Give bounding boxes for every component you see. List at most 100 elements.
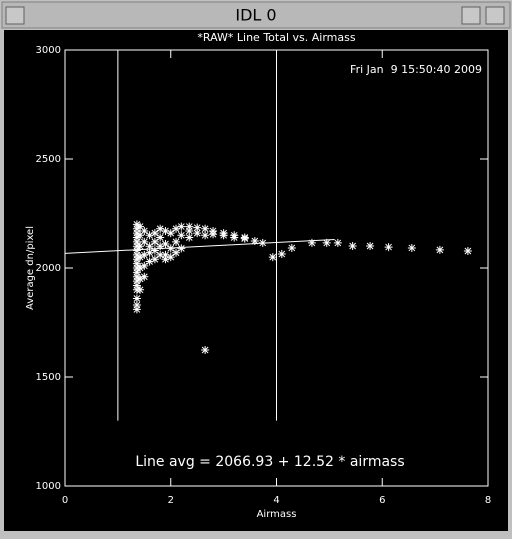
y-tick-label: 1500 — [36, 372, 61, 383]
point — [258, 238, 267, 247]
plot-window — [4, 30, 508, 531]
minimize-button[interactable] — [461, 6, 481, 25]
point — [172, 237, 181, 246]
point — [150, 255, 159, 264]
point — [136, 231, 145, 240]
window-title: IDL 0 — [235, 6, 276, 25]
point — [140, 237, 149, 246]
point — [150, 237, 159, 246]
point — [145, 248, 154, 257]
point — [132, 237, 141, 246]
point — [136, 264, 145, 272]
point — [219, 231, 228, 240]
point — [268, 253, 277, 262]
point — [240, 234, 249, 243]
point — [140, 250, 149, 259]
point — [140, 261, 149, 270]
timestamp: Fri Jan 9 15:50:40 2009 — [350, 63, 482, 76]
point — [166, 244, 175, 253]
point — [145, 231, 154, 240]
title-bar — [1, 1, 511, 29]
point — [132, 294, 141, 303]
point — [348, 241, 357, 250]
point — [193, 223, 202, 232]
fit-annotation: Line avg = 2066.93 + 12.52 * airmass — [135, 454, 404, 470]
point — [201, 231, 210, 240]
point — [132, 220, 141, 229]
y-tick-label: 3000 — [36, 45, 61, 56]
point — [435, 245, 444, 254]
chart-title: *RAW* Line Total vs. Airmass — [197, 31, 355, 44]
point — [136, 274, 145, 283]
point — [140, 272, 149, 281]
point — [193, 229, 202, 238]
point — [156, 242, 165, 251]
point — [172, 224, 181, 233]
maximize-button[interactable] — [485, 6, 505, 25]
x-tick-label: 8 — [485, 495, 491, 506]
point — [145, 257, 154, 266]
x-tick-label: 0 — [62, 495, 68, 506]
point — [156, 233, 165, 242]
menu-button[interactable] — [5, 6, 25, 25]
point — [132, 268, 141, 277]
point — [132, 229, 141, 238]
point — [156, 250, 165, 259]
point — [161, 226, 170, 235]
point — [201, 224, 210, 233]
point — [136, 242, 145, 251]
x-tick-label: 2 — [168, 495, 174, 506]
point — [463, 246, 472, 255]
point — [156, 224, 165, 233]
point — [185, 226, 194, 235]
point — [209, 230, 218, 239]
point — [132, 224, 141, 233]
point — [132, 259, 141, 268]
point — [161, 240, 170, 249]
point — [384, 243, 393, 252]
x-tick-label: 6 — [379, 495, 385, 506]
point — [172, 248, 181, 257]
point — [277, 250, 286, 259]
point — [366, 241, 375, 250]
point — [132, 250, 141, 259]
x-axis-label: Airmass — [257, 509, 297, 520]
point — [177, 222, 186, 231]
fit-line — [64, 238, 335, 254]
point — [407, 243, 416, 252]
plot: *RAW* Line Total vs. Airmass Fri Jan 9 15… — [25, 31, 491, 520]
point — [230, 233, 239, 242]
y-tick-label: 1000 — [36, 481, 61, 492]
y-tick-label: 2500 — [36, 154, 61, 165]
point — [307, 238, 316, 247]
point — [136, 253, 145, 262]
point — [150, 229, 159, 238]
point — [150, 246, 159, 255]
point — [250, 236, 259, 245]
point — [132, 272, 141, 281]
point — [161, 250, 170, 259]
point — [161, 255, 170, 264]
point — [333, 238, 342, 247]
point — [132, 233, 141, 242]
point — [132, 301, 141, 310]
point — [201, 345, 210, 354]
point — [132, 277, 141, 286]
y-axis-label: Average dn/pixel — [25, 226, 36, 310]
point — [140, 226, 149, 235]
point — [185, 222, 194, 231]
point — [136, 222, 145, 231]
point — [322, 238, 331, 247]
x-tick-label: 4 — [273, 495, 279, 506]
point — [132, 305, 141, 314]
point — [132, 281, 141, 290]
point — [136, 285, 145, 294]
point — [166, 229, 175, 238]
point — [166, 253, 175, 262]
point — [177, 231, 186, 240]
point — [132, 246, 141, 255]
point — [132, 255, 141, 264]
point — [145, 242, 154, 251]
